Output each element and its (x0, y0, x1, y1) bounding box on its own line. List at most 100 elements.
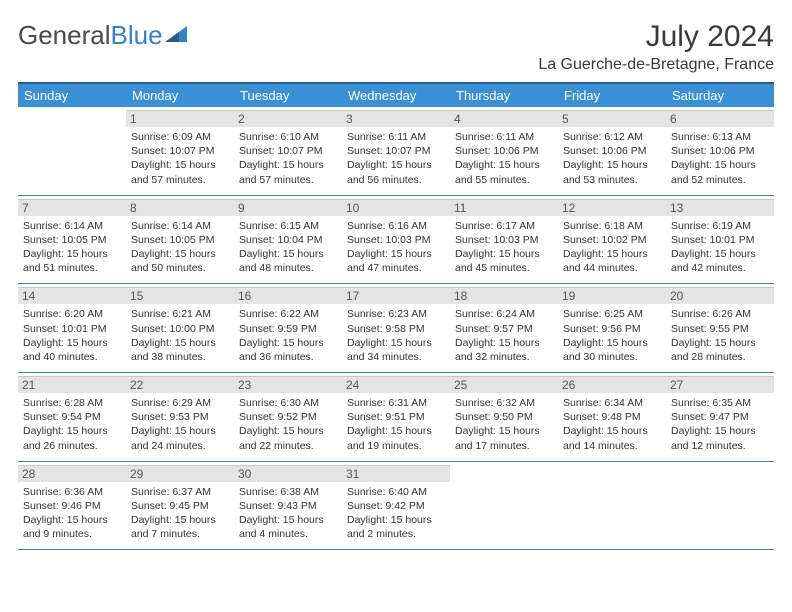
day-number: 8 (126, 199, 234, 216)
day-detail-line: Daylight: 15 hours (347, 424, 445, 438)
day-detail-line: Sunrise: 6:17 AM (455, 219, 553, 233)
day-details: Sunrise: 6:10 AMSunset: 10:07 PMDaylight… (239, 130, 337, 187)
day-details: Sunrise: 6:28 AMSunset: 9:54 PMDaylight:… (23, 396, 121, 453)
day-detail-line: and 19 minutes. (347, 439, 445, 453)
day-detail-line: and 44 minutes. (563, 261, 661, 275)
day-detail-line: Daylight: 15 hours (347, 336, 445, 350)
calendar-week-row: 21 Sunrise: 6:28 AMSunset: 9:54 PMDayligh… (18, 373, 774, 462)
day-details: Sunrise: 6:14 AMSunset: 10:05 PMDaylight… (131, 219, 229, 276)
day-detail-line: and 36 minutes. (239, 350, 337, 364)
day-detail-line: Daylight: 15 hours (671, 336, 769, 350)
day-detail-line: Sunrise: 6:20 AM (23, 307, 121, 321)
calendar-day-cell: 13Sunrise: 6:19 AMSunset: 10:01 PMDaylig… (666, 195, 774, 284)
day-detail-line: and 4 minutes. (239, 527, 337, 541)
day-details: Sunrise: 6:13 AMSunset: 10:06 PMDaylight… (671, 130, 769, 187)
day-details: Sunrise: 6:15 AMSunset: 10:04 PMDaylight… (239, 219, 337, 276)
day-details: Sunrise: 6:19 AMSunset: 10:01 PMDaylight… (671, 219, 769, 276)
day-detail-line: Sunrise: 6:37 AM (131, 485, 229, 499)
day-detail-line: Sunset: 9:48 PM (563, 410, 661, 424)
calendar-week-row: 28Sunrise: 6:36 AMSunset: 9:46 PMDayligh… (18, 461, 774, 550)
calendar-day-cell: 5Sunrise: 6:12 AMSunset: 10:06 PMDayligh… (558, 107, 666, 195)
day-detail-line: Sunrise: 6:34 AM (563, 396, 661, 410)
day-detail-line: and 47 minutes. (347, 261, 445, 275)
day-detail-line: Sunset: 9:43 PM (239, 499, 337, 513)
calendar-day-cell: 20Sunrise: 6:26 AMSunset: 9:55 PMDayligh… (666, 284, 774, 373)
day-detail-line: Sunrise: 6:09 AM (131, 130, 229, 144)
day-details: Sunrise: 6:32 AMSunset: 9:50 PMDaylight:… (455, 396, 553, 453)
day-detail-line: Sunrise: 6:11 AM (347, 130, 445, 144)
day-details: Sunrise: 6:14 AMSunset: 10:05 PMDaylight… (23, 219, 121, 276)
day-detail-line: Sunrise: 6:14 AM (131, 219, 229, 233)
day-details: Sunrise: 6:12 AMSunset: 10:06 PMDaylight… (563, 130, 661, 187)
day-number: 12 (558, 199, 666, 216)
day-detail-line: Sunrise: 6:12 AM (563, 130, 661, 144)
day-detail-line: Daylight: 15 hours (239, 247, 337, 261)
day-number: 21 (18, 376, 126, 393)
day-detail-line: Sunset: 10:06 PM (455, 144, 553, 158)
day-detail-line: Sunset: 9:55 PM (671, 322, 769, 336)
day-details: Sunrise: 6:40 AMSunset: 9:42 PMDaylight:… (347, 485, 445, 542)
day-detail-line: and 57 minutes. (131, 173, 229, 187)
day-detail-line: Sunset: 10:06 PM (563, 144, 661, 158)
day-details: Sunrise: 6:29 AMSunset: 9:53 PMDaylight:… (131, 396, 229, 453)
day-details: Sunrise: 6:26 AMSunset: 9:55 PMDaylight:… (671, 307, 769, 364)
day-detail-line: and 30 minutes. (563, 350, 661, 364)
day-number: 7 (18, 199, 126, 216)
calendar-day-cell: 22 Sunrise: 6:29 AMSunset: 9:53 PMDayligh… (126, 373, 234, 462)
day-number: 31 (342, 465, 450, 482)
calendar-day-cell: 7 Sunrise: 6:14 AMSunset: 10:05 PMDayligh… (18, 195, 126, 284)
calendar-week-row: 1Sunrise: 6:09 AMSunset: 10:07 PMDayligh… (18, 107, 774, 195)
day-number: 4 (450, 110, 558, 127)
calendar-day-cell (450, 461, 558, 550)
calendar-day-cell: 4 Sunrise: 6:11 AMSunset: 10:06 PMDayligh… (450, 107, 558, 195)
day-detail-line: Sunset: 9:54 PM (23, 410, 121, 424)
day-detail-line: Sunset: 10:01 PM (23, 322, 121, 336)
day-detail-line: Sunset: 10:01 PM (671, 233, 769, 247)
day-detail-line: and 22 minutes. (239, 439, 337, 453)
day-detail-line: Sunrise: 6:35 AM (671, 396, 769, 410)
day-details: Sunrise: 6:17 AMSunset: 10:03 PMDaylight… (455, 219, 553, 276)
day-number: 16 (234, 287, 342, 304)
day-details: Sunrise: 6:11 AMSunset: 10:06 PMDaylight… (455, 130, 553, 187)
calendar-day-cell: 3Sunrise: 6:11 AMSunset: 10:07 PMDayligh… (342, 107, 450, 195)
calendar-body: 1Sunrise: 6:09 AMSunset: 10:07 PMDayligh… (18, 107, 774, 550)
day-detail-line: Sunset: 9:51 PM (347, 410, 445, 424)
calendar-day-cell: 19Sunrise: 6:25 AMSunset: 9:56 PMDayligh… (558, 284, 666, 373)
day-number: 22 (126, 376, 234, 393)
day-detail-line: and 40 minutes. (23, 350, 121, 364)
day-detail-line: Sunset: 9:59 PM (239, 322, 337, 336)
day-detail-line: and 45 minutes. (455, 261, 553, 275)
day-detail-line: Sunset: 10:05 PM (23, 233, 121, 247)
day-detail-line: Daylight: 15 hours (347, 158, 445, 172)
month-title: July 2024 (538, 20, 774, 54)
day-detail-line: and 52 minutes. (671, 173, 769, 187)
day-detail-line: Daylight: 15 hours (455, 424, 553, 438)
calendar-day-cell: 26Sunrise: 6:34 AMSunset: 9:48 PMDayligh… (558, 373, 666, 462)
day-detail-line: Daylight: 15 hours (131, 424, 229, 438)
calendar-day-cell: 24Sunrise: 6:31 AMSunset: 9:51 PMDayligh… (342, 373, 450, 462)
day-detail-line: Sunset: 9:58 PM (347, 322, 445, 336)
calendar-table: Sunday Monday Tuesday Wednesday Thursday… (18, 82, 774, 550)
day-number: 9 (234, 199, 342, 216)
day-detail-line: and 12 minutes. (671, 439, 769, 453)
day-detail-line: and 32 minutes. (455, 350, 553, 364)
day-detail-line: Daylight: 15 hours (671, 158, 769, 172)
day-header: Thursday (450, 83, 558, 107)
day-detail-line: Sunset: 9:47 PM (671, 410, 769, 424)
day-detail-line: and 34 minutes. (347, 350, 445, 364)
day-detail-line: Sunrise: 6:26 AM (671, 307, 769, 321)
day-detail-line: and 42 minutes. (671, 261, 769, 275)
day-detail-line: and 51 minutes. (23, 261, 121, 275)
day-detail-line: Sunset: 10:07 PM (131, 144, 229, 158)
day-detail-line: Sunrise: 6:23 AM (347, 307, 445, 321)
calendar-day-cell: 11Sunrise: 6:17 AMSunset: 10:03 PMDaylig… (450, 195, 558, 284)
day-detail-line: Sunset: 9:46 PM (23, 499, 121, 513)
day-detail-line: and 28 minutes. (671, 350, 769, 364)
day-detail-line: Daylight: 15 hours (131, 336, 229, 350)
day-detail-line: Sunrise: 6:21 AM (131, 307, 229, 321)
day-number: 2 (234, 110, 342, 127)
day-detail-line: Sunset: 9:50 PM (455, 410, 553, 424)
day-number: 28 (18, 465, 126, 482)
calendar-day-cell: 16Sunrise: 6:22 AMSunset: 9:59 PMDayligh… (234, 284, 342, 373)
day-detail-line: Daylight: 15 hours (23, 247, 121, 261)
